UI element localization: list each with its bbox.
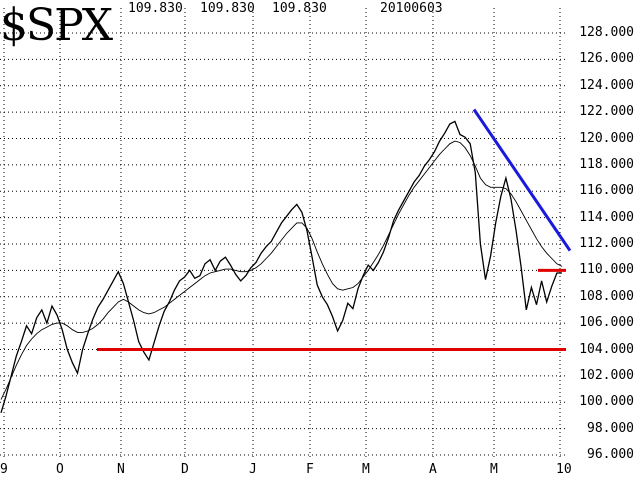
x-tick-label: A (429, 462, 437, 477)
x-tick-label: D (181, 462, 189, 477)
chart-title: $SPX (0, 0, 113, 51)
y-tick-label: 126.000 (579, 51, 634, 67)
y-tick-label: 96.000 (587, 447, 634, 462)
y-tick-label: 128.000 (579, 25, 634, 40)
x-tick-label: N (117, 462, 125, 477)
y-tick-label: 98.000 (587, 420, 634, 436)
y-tick-label: 108.000 (579, 288, 634, 304)
y-tick-label: 102.000 (579, 367, 634, 383)
series-group (0, 120, 563, 413)
y-tick-label: 122.000 (579, 104, 634, 120)
x-tick-label: J (249, 462, 257, 477)
header-date: 20100603 (380, 1, 443, 16)
moving-average-line (0, 140, 563, 400)
header-value-3: 109.830 (272, 1, 327, 16)
y-tick-label: 114.000 (579, 209, 634, 225)
y-tick-label: 110.000 (579, 262, 634, 278)
y-tick-label: 120.000 (579, 130, 634, 146)
x-tick-label: M (490, 462, 498, 477)
header-value-2: 109.830 (200, 1, 255, 16)
y-tick-label: 116.000 (579, 183, 634, 199)
y-tick-label: 124.000 (579, 77, 634, 93)
x-tick-label: 9 (0, 462, 8, 477)
downtrend-line (472, 108, 572, 252)
x-tick-label: F (306, 462, 314, 477)
header-value-1: 109.830 (128, 1, 183, 16)
price-series-line (0, 120, 562, 413)
y-tick-label: 106.000 (579, 315, 634, 331)
y-tick-label: 100.000 (579, 394, 634, 410)
y-tick-label: 118.000 (579, 156, 634, 172)
grid-lines (0, 8, 566, 458)
x-tick-label: M (362, 462, 370, 477)
x-tick-label: 10 (556, 462, 572, 477)
annotation-group (97, 108, 572, 351)
x-tick-label: O (56, 462, 64, 477)
y-tick-label: 104.000 (579, 341, 634, 357)
y-tick-label: 112.000 (579, 236, 634, 251)
